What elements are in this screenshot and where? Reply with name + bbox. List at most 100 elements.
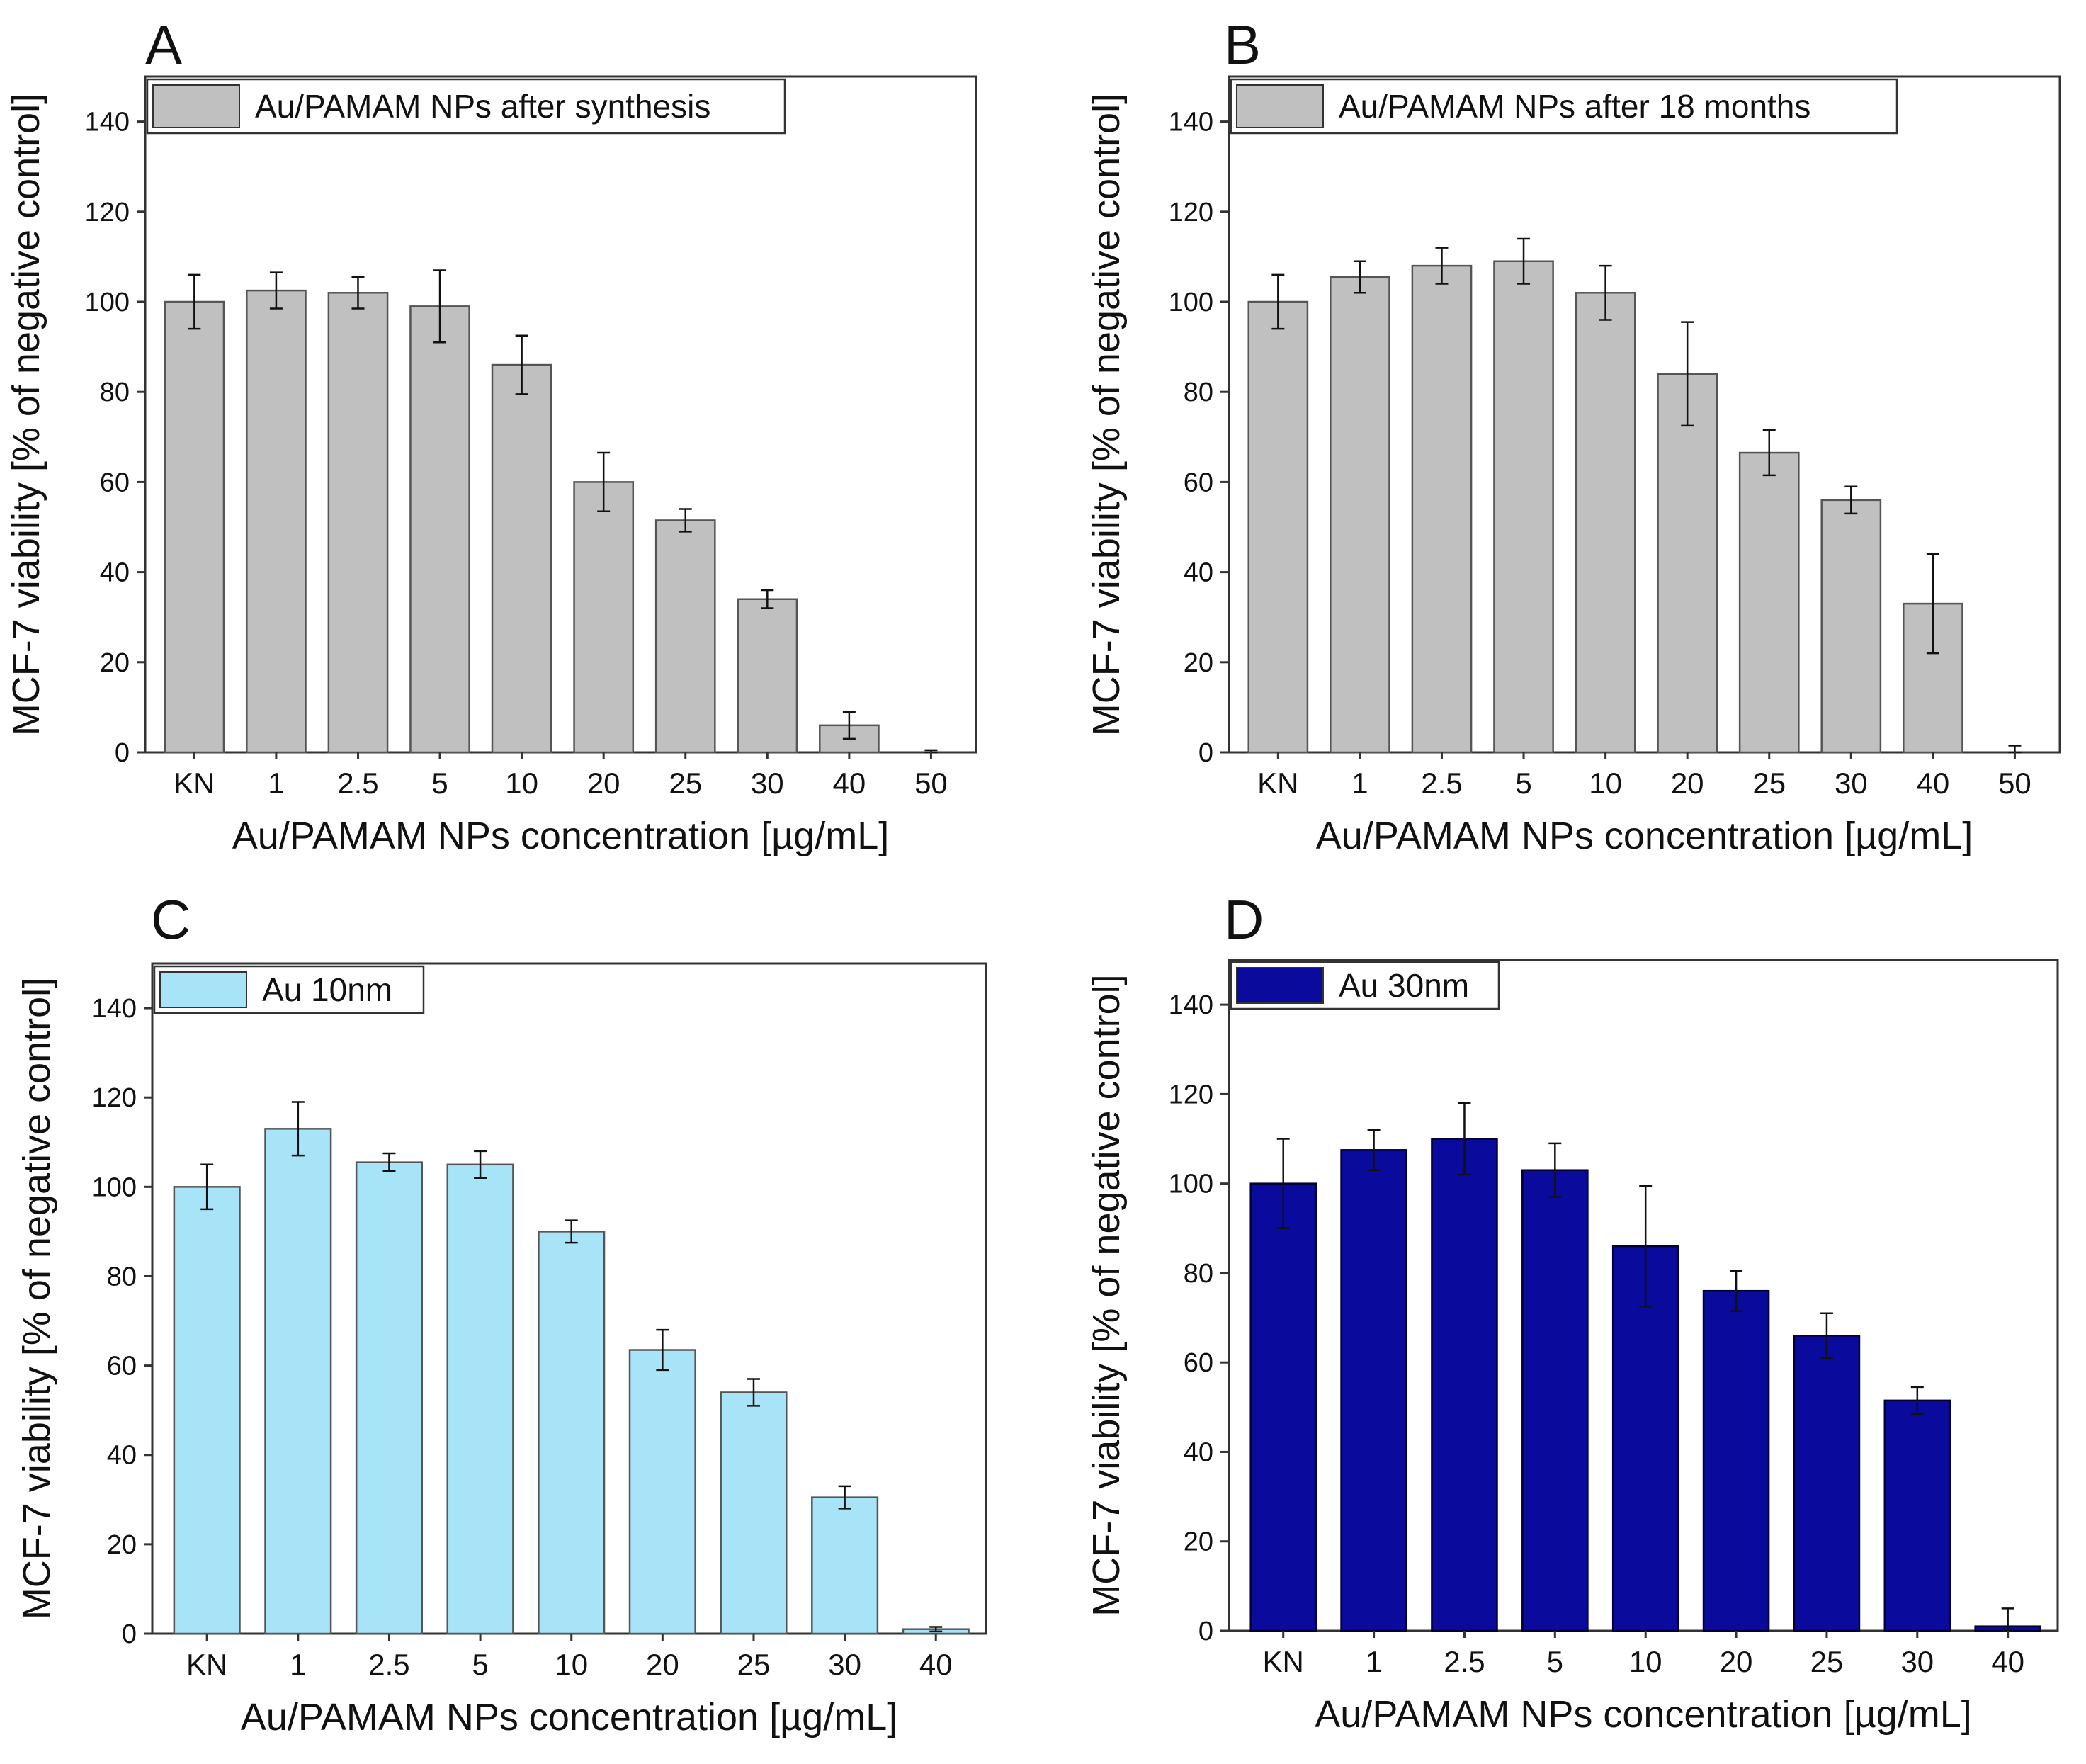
y-tick-label: 20 bbox=[1184, 648, 1213, 678]
x-tick-label: 20 bbox=[646, 1648, 679, 1681]
bar bbox=[1820, 499, 1882, 754]
bar bbox=[628, 1349, 696, 1635]
y-tick-label: 40 bbox=[107, 1441, 137, 1471]
bar bbox=[246, 289, 307, 754]
y-tick-label: 120 bbox=[85, 198, 130, 227]
y-tick-label: 100 bbox=[85, 288, 130, 317]
y-tick-label: 40 bbox=[100, 558, 130, 588]
x-tick-label: 5 bbox=[1547, 1645, 1563, 1678]
y-tick-label: 80 bbox=[1184, 1259, 1213, 1289]
y-tick-label: 60 bbox=[1184, 1348, 1213, 1378]
bar bbox=[1883, 1399, 1951, 1632]
x-tick-label: 30 bbox=[1835, 767, 1868, 800]
y-tick-label: 60 bbox=[1184, 468, 1213, 497]
y-tick-label: 60 bbox=[107, 1352, 137, 1381]
x-tick-label: 5 bbox=[472, 1648, 488, 1681]
plot-frame bbox=[144, 75, 977, 754]
x-axis-title: Au/PAMAM NPs concentration [µg/mL] bbox=[232, 815, 889, 857]
y-tick-label: 60 bbox=[100, 468, 130, 497]
y-tick-label: 100 bbox=[92, 1172, 137, 1202]
x-tick-label: 50 bbox=[914, 767, 948, 800]
y-tick-label: 80 bbox=[1184, 378, 1213, 407]
y-tick-label: 140 bbox=[85, 108, 130, 137]
y-tick-label: 120 bbox=[92, 1083, 137, 1113]
y-axis-title: MCF-7 viability [% of negative control] bbox=[16, 978, 58, 1619]
panel-a: A 0 20 40 60 80 100 120 140 KN 1 2.5 5 10 20 25 30 40 50 Au… bbox=[5, 13, 977, 857]
y-axis-title: MCF-7 viability [% of negative control] bbox=[1085, 94, 1128, 735]
y-tick-label: 0 bbox=[1198, 1617, 1213, 1646]
x-tick-label: 40 bbox=[1991, 1645, 2024, 1678]
x-tick-label: 30 bbox=[751, 767, 784, 800]
bar bbox=[1702, 1289, 1770, 1632]
bar bbox=[1575, 292, 1636, 754]
panel-d: D 0 20 40 60 80 100 120 140 KN 1 2.5 5 10 20 25 30 40 Au 3… bbox=[1085, 888, 2059, 1736]
bar bbox=[1738, 451, 1800, 754]
bar bbox=[1521, 1169, 1589, 1632]
x-tick-label: KN bbox=[186, 1648, 227, 1681]
x-tick-label: 25 bbox=[737, 1648, 771, 1681]
x-tick-label: 20 bbox=[1671, 767, 1704, 800]
x-tick-label: 1 bbox=[268, 767, 284, 800]
x-tick-label: 40 bbox=[919, 1648, 953, 1681]
y-tick-label: 20 bbox=[1184, 1527, 1213, 1557]
bar bbox=[1431, 1138, 1498, 1632]
x-tick-label: 2.5 bbox=[1421, 767, 1462, 800]
x-tick-label: 40 bbox=[833, 767, 866, 800]
bar bbox=[327, 292, 389, 754]
panel-letter: A bbox=[145, 13, 182, 76]
x-tick-label: KN bbox=[1257, 767, 1298, 800]
panel-b: B 0 20 40 60 80 100 120 140 KN 1 2.5 5 10 20 25 30 40 50 Au… bbox=[1085, 13, 2061, 857]
legend-swatch bbox=[1236, 84, 1324, 128]
bar bbox=[1793, 1335, 1861, 1632]
y-tick-label: 80 bbox=[100, 378, 130, 407]
x-tick-label: KN bbox=[174, 767, 215, 800]
legend-label: Au/PAMAM NPs after 18 months bbox=[1339, 88, 1810, 125]
y-tick-label: 80 bbox=[107, 1262, 137, 1291]
x-tick-label: 30 bbox=[1900, 1645, 1934, 1678]
x-tick-label: 1 bbox=[1351, 767, 1368, 800]
x-tick-label: 2.5 bbox=[368, 1648, 409, 1681]
panel-letter: B bbox=[1224, 13, 1261, 76]
x-tick-label: 5 bbox=[1515, 767, 1531, 800]
x-tick-label: 2.5 bbox=[337, 767, 378, 800]
x-tick-label: 50 bbox=[1998, 767, 2031, 800]
x-tick-label: 10 bbox=[555, 1648, 588, 1681]
bar bbox=[720, 1391, 788, 1635]
legend-swatch bbox=[159, 971, 247, 1008]
bar bbox=[409, 305, 470, 754]
legend-box bbox=[146, 78, 786, 135]
panel-letter: C bbox=[151, 888, 191, 951]
x-tick-label: 25 bbox=[1810, 1645, 1844, 1678]
x-tick-label: 25 bbox=[1752, 767, 1786, 800]
y-tick-label: 0 bbox=[122, 1619, 137, 1649]
bar bbox=[737, 598, 798, 754]
y-tick-label: 20 bbox=[100, 648, 130, 678]
y-tick-label: 140 bbox=[92, 994, 137, 1024]
x-tick-label: 40 bbox=[1917, 767, 1950, 800]
x-tick-label: 2.5 bbox=[1444, 1645, 1485, 1678]
y-tick-label: 100 bbox=[1169, 1170, 1213, 1199]
bar bbox=[1611, 1245, 1679, 1632]
legend-swatch bbox=[152, 84, 240, 128]
bar bbox=[811, 1496, 879, 1635]
bar bbox=[1493, 260, 1554, 754]
x-tick-label: 25 bbox=[669, 767, 702, 800]
y-tick-label: 120 bbox=[1169, 1080, 1213, 1109]
bar bbox=[1249, 1182, 1317, 1632]
legend-label: Au 30nm bbox=[1339, 967, 1469, 1004]
bar bbox=[1247, 300, 1309, 754]
x-axis-title: Au/PAMAM NPs concentration [µg/mL] bbox=[1315, 1693, 1971, 1736]
legend-box bbox=[1230, 78, 1898, 135]
y-tick-label: 100 bbox=[1169, 288, 1213, 317]
bar bbox=[173, 1186, 241, 1635]
bar bbox=[446, 1163, 514, 1635]
x-axis-title: Au/PAMAM NPs concentration [µg/mL] bbox=[1316, 815, 1973, 857]
bar bbox=[654, 519, 716, 754]
x-tick-label: 1 bbox=[1366, 1645, 1382, 1678]
bar bbox=[538, 1231, 606, 1635]
x-axis-title: Au/PAMAM NPs concentration [µg/mL] bbox=[241, 1696, 897, 1738]
x-tick-label: 10 bbox=[505, 767, 538, 800]
y-tick-label: 140 bbox=[1169, 990, 1213, 1020]
bar bbox=[355, 1161, 424, 1635]
x-tick-label: 30 bbox=[828, 1648, 861, 1681]
